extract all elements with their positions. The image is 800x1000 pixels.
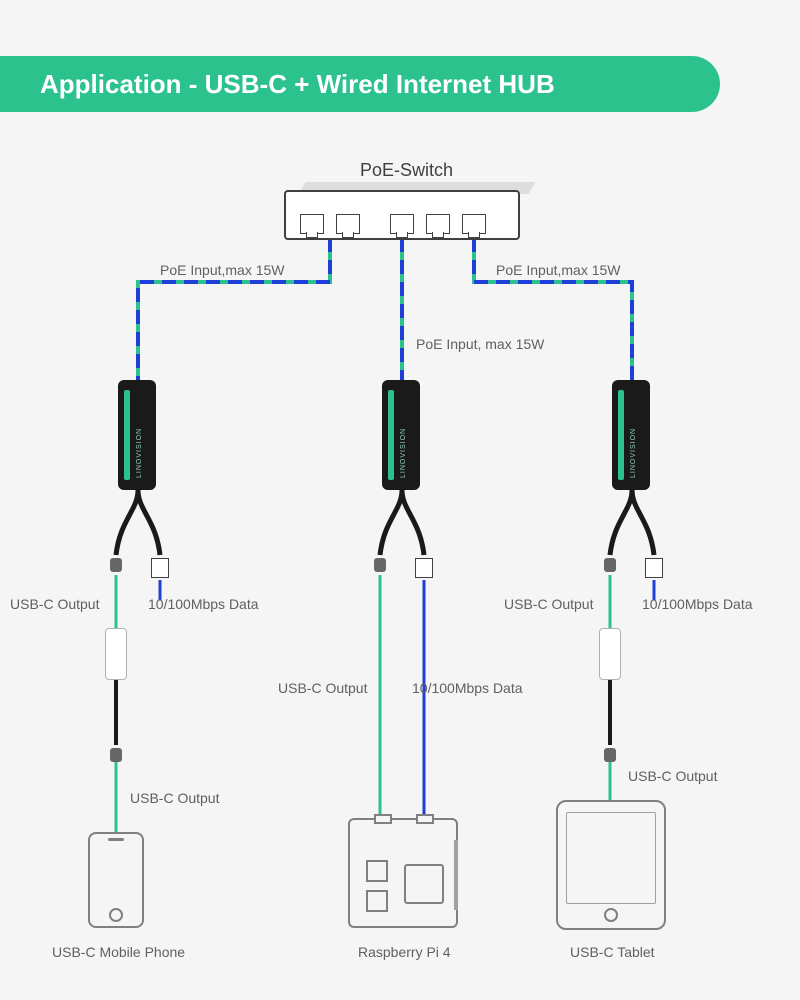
usbc-plug-tablet	[604, 748, 616, 762]
usbc-out2-left: USB-C Output	[130, 790, 219, 806]
device-label-left: USB-C Mobile Phone	[52, 944, 185, 960]
usbc-plug-center	[374, 558, 386, 572]
device-label-right: USB-C Tablet	[570, 944, 655, 960]
eth-port-4	[426, 214, 450, 234]
splitter-right: LINOVISION	[612, 380, 650, 490]
rj45-left	[151, 558, 169, 578]
usbc-out-left: USB-C Output	[10, 596, 99, 612]
usbc-out2-right: USB-C Output	[628, 768, 717, 784]
tablet-device	[556, 800, 666, 930]
eth-port-3	[390, 214, 414, 234]
splitter-brand-center: LINOVISION	[400, 428, 407, 478]
splitter-brand-left: LINOVISION	[136, 428, 143, 478]
data-out-left: 10/100Mbps Data	[148, 596, 259, 612]
rpi-device	[348, 818, 458, 928]
poe-label-left: PoE Input,max 15W	[160, 262, 285, 278]
poe-label-right: PoE Input,max 15W	[496, 262, 621, 278]
data-out-right: 10/100Mbps Data	[642, 596, 753, 612]
rj45-center	[415, 558, 433, 578]
switch-label: PoE-Switch	[360, 160, 453, 181]
eth-port-2	[336, 214, 360, 234]
usbc-out-center: USB-C Output	[278, 680, 367, 696]
usb-adapter-left	[105, 628, 127, 680]
data-out-center: 10/100Mbps Data	[412, 680, 523, 696]
poe-label-center: PoE Input, max 15W	[416, 336, 544, 352]
usbc-out-right: USB-C Output	[504, 596, 593, 612]
rj45-right	[645, 558, 663, 578]
usbc-plug-right	[604, 558, 616, 572]
eth-port-5	[462, 214, 486, 234]
usbc-plug-phone	[110, 748, 122, 762]
splitter-brand-right: LINOVISION	[630, 428, 637, 478]
phone-device	[88, 832, 144, 928]
device-label-center: Raspberry Pi 4	[358, 944, 451, 960]
usbc-plug-left	[110, 558, 122, 572]
usb-adapter-right	[599, 628, 621, 680]
splitter-left: LINOVISION	[118, 380, 156, 490]
eth-port-1	[300, 214, 324, 234]
splitter-center: LINOVISION	[382, 380, 420, 490]
